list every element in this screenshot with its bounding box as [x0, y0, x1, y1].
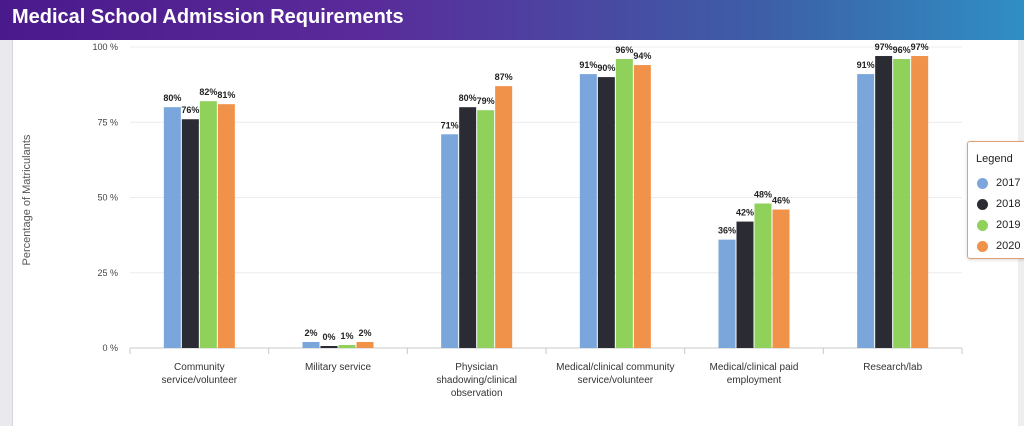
- y-tick-label: 0 %: [102, 343, 118, 353]
- data-label-2017: 2%: [304, 328, 317, 338]
- legend-item-2017[interactable]: 2017: [977, 176, 1020, 190]
- y-tick-label: 25 %: [97, 268, 118, 278]
- bar-2020: [495, 86, 513, 348]
- bar-2019: [893, 59, 911, 348]
- data-label-2018: 80%: [459, 93, 477, 103]
- legend-title: Legend: [976, 153, 1013, 165]
- bar-2018: [875, 56, 893, 348]
- data-label-2019: 82%: [199, 87, 217, 97]
- bar-2020: [356, 341, 374, 348]
- bar-2020: [633, 65, 651, 348]
- bar-2019: [199, 101, 217, 349]
- y-tick-label: 100 %: [92, 42, 118, 52]
- data-label-2019: 96%: [615, 45, 633, 55]
- x-tick-label: Medical/clinical paid employment: [710, 362, 799, 386]
- data-label-2019: 48%: [754, 190, 772, 200]
- bar-2019: [754, 203, 772, 348]
- data-label-2020: 97%: [911, 42, 929, 52]
- y-tick-label: 50 %: [97, 193, 118, 203]
- bar-2020: [217, 104, 235, 348]
- data-label-2020: 81%: [217, 90, 235, 100]
- bar-2018: [320, 346, 338, 348]
- legend-marker-2019: [977, 219, 988, 231]
- bar-2019: [615, 59, 633, 348]
- data-label-2019: 96%: [893, 45, 911, 55]
- data-label-2018: 90%: [597, 63, 615, 73]
- left-scroll-strip: [0, 40, 13, 426]
- bar-2017: [718, 239, 736, 348]
- bar-2019: [477, 110, 495, 349]
- bar-2020: [911, 56, 929, 348]
- data-label-2017: 91%: [857, 60, 875, 70]
- data-label-2017: 71%: [441, 120, 459, 130]
- legend-label-2018: 2018: [996, 198, 1021, 210]
- data-label-2017: 91%: [579, 60, 597, 70]
- legend-label-2019: 2019: [996, 219, 1021, 231]
- data-label-2020: 94%: [633, 51, 651, 61]
- data-label-2019: 79%: [477, 96, 495, 106]
- bar-2017: [163, 107, 181, 348]
- legend: Legend 2017 2018 2019 2020: [967, 141, 1024, 259]
- x-tick-label: Medical/clinical community service/volunt…: [556, 362, 674, 386]
- data-label-2018: 0%: [322, 332, 335, 342]
- bar-2018: [597, 77, 615, 348]
- title-bar: Medical School Admission Requirements: [0, 0, 1024, 40]
- data-label-2018: 76%: [181, 105, 199, 115]
- legend-label-2017: 2017: [996, 177, 1021, 189]
- legend-item-2018[interactable]: 2018: [977, 197, 1020, 211]
- data-label-2018: 97%: [875, 42, 893, 52]
- legend-label-2020: 2020: [996, 240, 1021, 252]
- bar-2018: [181, 119, 199, 349]
- data-label-2020: 87%: [495, 72, 513, 82]
- data-label-2019: 1%: [340, 331, 353, 341]
- x-tick-label: Community service/volunteer: [162, 362, 238, 386]
- legend-marker-2018: [977, 198, 988, 210]
- bar-2018: [736, 221, 754, 348]
- data-label-2020: 2%: [358, 328, 371, 338]
- bar-2019: [338, 344, 356, 348]
- page-title: Medical School Admission Requirements: [12, 6, 404, 28]
- data-label-2017: 80%: [163, 93, 181, 103]
- x-tick-label: Physician shadowing/clinical observation: [436, 362, 517, 399]
- bar-2017: [441, 134, 459, 348]
- bar-2018: [459, 107, 477, 348]
- data-label-2017: 36%: [718, 226, 736, 236]
- bar-2020: [772, 209, 790, 348]
- data-label-2020: 46%: [772, 196, 790, 206]
- legend-marker-2020: [977, 240, 988, 252]
- data-label-2018: 42%: [736, 208, 754, 218]
- legend-item-2019[interactable]: 2019: [977, 218, 1020, 232]
- bar-2017: [579, 74, 597, 348]
- legend-marker-2017: [977, 177, 988, 189]
- bar-2017: [302, 341, 320, 348]
- y-tick-label: 75 %: [97, 117, 118, 127]
- bar-2017: [857, 74, 875, 348]
- x-tick-label: Military service: [305, 362, 372, 373]
- legend-item-2020[interactable]: 2020: [977, 239, 1020, 253]
- x-tick-label: Research/lab: [863, 362, 922, 373]
